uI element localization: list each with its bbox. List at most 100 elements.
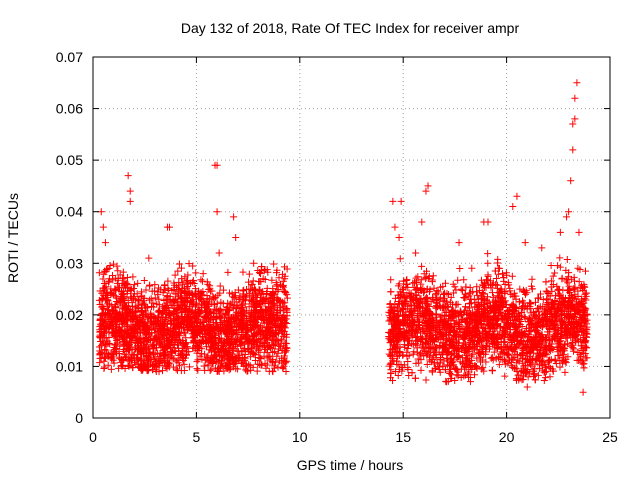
data-point bbox=[105, 278, 113, 286]
data-point bbox=[479, 282, 487, 290]
data-point bbox=[203, 291, 211, 299]
data-point bbox=[563, 307, 571, 315]
data-point bbox=[272, 279, 280, 287]
data-point bbox=[461, 347, 469, 355]
data-point bbox=[269, 368, 277, 376]
data-point bbox=[101, 239, 109, 247]
data-point bbox=[122, 304, 130, 312]
data-point bbox=[257, 355, 265, 363]
data-point bbox=[447, 350, 455, 358]
data-point bbox=[106, 309, 114, 317]
data-point bbox=[226, 355, 234, 363]
data-point bbox=[397, 334, 405, 342]
data-point bbox=[234, 331, 242, 339]
data-point bbox=[192, 314, 200, 322]
data-point bbox=[391, 342, 399, 350]
data-point bbox=[161, 281, 169, 289]
data-point bbox=[181, 288, 189, 296]
data-point bbox=[170, 279, 178, 287]
data-point bbox=[561, 368, 569, 376]
data-point bbox=[456, 358, 464, 366]
data-point bbox=[565, 318, 573, 326]
data-point bbox=[192, 330, 200, 338]
data-point bbox=[249, 363, 257, 371]
data-point bbox=[210, 344, 218, 352]
data-point bbox=[546, 373, 554, 381]
data-point bbox=[404, 314, 412, 322]
data-point bbox=[529, 334, 537, 342]
data-point bbox=[215, 249, 223, 257]
data-point bbox=[106, 323, 114, 331]
data-point bbox=[433, 321, 441, 329]
data-point bbox=[193, 365, 201, 373]
data-point bbox=[530, 367, 538, 375]
data-point bbox=[177, 264, 185, 272]
data-point bbox=[149, 341, 157, 349]
data-point bbox=[242, 296, 250, 304]
data-point bbox=[450, 289, 458, 297]
data-point bbox=[387, 288, 395, 296]
data-point bbox=[118, 318, 126, 326]
data-point bbox=[149, 349, 157, 357]
data-point bbox=[106, 275, 114, 283]
data-point bbox=[274, 320, 282, 328]
data-point bbox=[135, 363, 143, 371]
data-point bbox=[418, 218, 426, 226]
data-point bbox=[570, 313, 578, 321]
data-point bbox=[581, 339, 589, 347]
data-point bbox=[215, 330, 223, 338]
data-point bbox=[413, 336, 421, 344]
data-point bbox=[531, 298, 539, 306]
data-point bbox=[206, 308, 214, 316]
data-point bbox=[551, 355, 559, 363]
data-point bbox=[479, 364, 487, 372]
data-point bbox=[482, 345, 490, 353]
data-point bbox=[406, 292, 414, 300]
data-point bbox=[105, 351, 113, 359]
data-point bbox=[170, 319, 178, 327]
data-point bbox=[571, 115, 579, 123]
data-point bbox=[100, 284, 108, 292]
data-point bbox=[248, 280, 256, 288]
data-point bbox=[432, 327, 440, 335]
data-point bbox=[453, 330, 461, 338]
data-point bbox=[534, 294, 542, 302]
data-point bbox=[534, 371, 542, 379]
data-point bbox=[140, 294, 148, 302]
data-point bbox=[466, 300, 474, 308]
data-point bbox=[402, 329, 410, 337]
data-point bbox=[567, 334, 575, 342]
data-point bbox=[455, 239, 463, 247]
data-point bbox=[124, 296, 132, 304]
data-point bbox=[501, 288, 509, 296]
data-point bbox=[184, 271, 192, 279]
data-point bbox=[433, 299, 441, 307]
data-point bbox=[280, 287, 288, 295]
data-point bbox=[477, 337, 485, 345]
data-point bbox=[152, 358, 160, 366]
data-point bbox=[521, 330, 529, 338]
data-point bbox=[255, 328, 263, 336]
data-point bbox=[154, 291, 162, 299]
data-point bbox=[513, 192, 521, 200]
data-point bbox=[176, 328, 184, 336]
data-point bbox=[495, 354, 503, 362]
data-point bbox=[409, 340, 417, 348]
data-point bbox=[429, 318, 437, 326]
data-point bbox=[223, 305, 231, 313]
data-point bbox=[197, 276, 205, 284]
data-point bbox=[516, 285, 524, 293]
data-point bbox=[180, 360, 188, 368]
data-point bbox=[175, 304, 183, 312]
data-point bbox=[567, 275, 575, 283]
data-point bbox=[503, 320, 511, 328]
data-point bbox=[417, 356, 425, 364]
data-point bbox=[210, 294, 218, 302]
data-point bbox=[244, 348, 252, 356]
data-point bbox=[581, 318, 589, 326]
data-point bbox=[576, 356, 584, 364]
data-point bbox=[259, 330, 267, 338]
data-point bbox=[516, 312, 524, 320]
data-point bbox=[105, 333, 113, 341]
data-point bbox=[268, 299, 276, 307]
